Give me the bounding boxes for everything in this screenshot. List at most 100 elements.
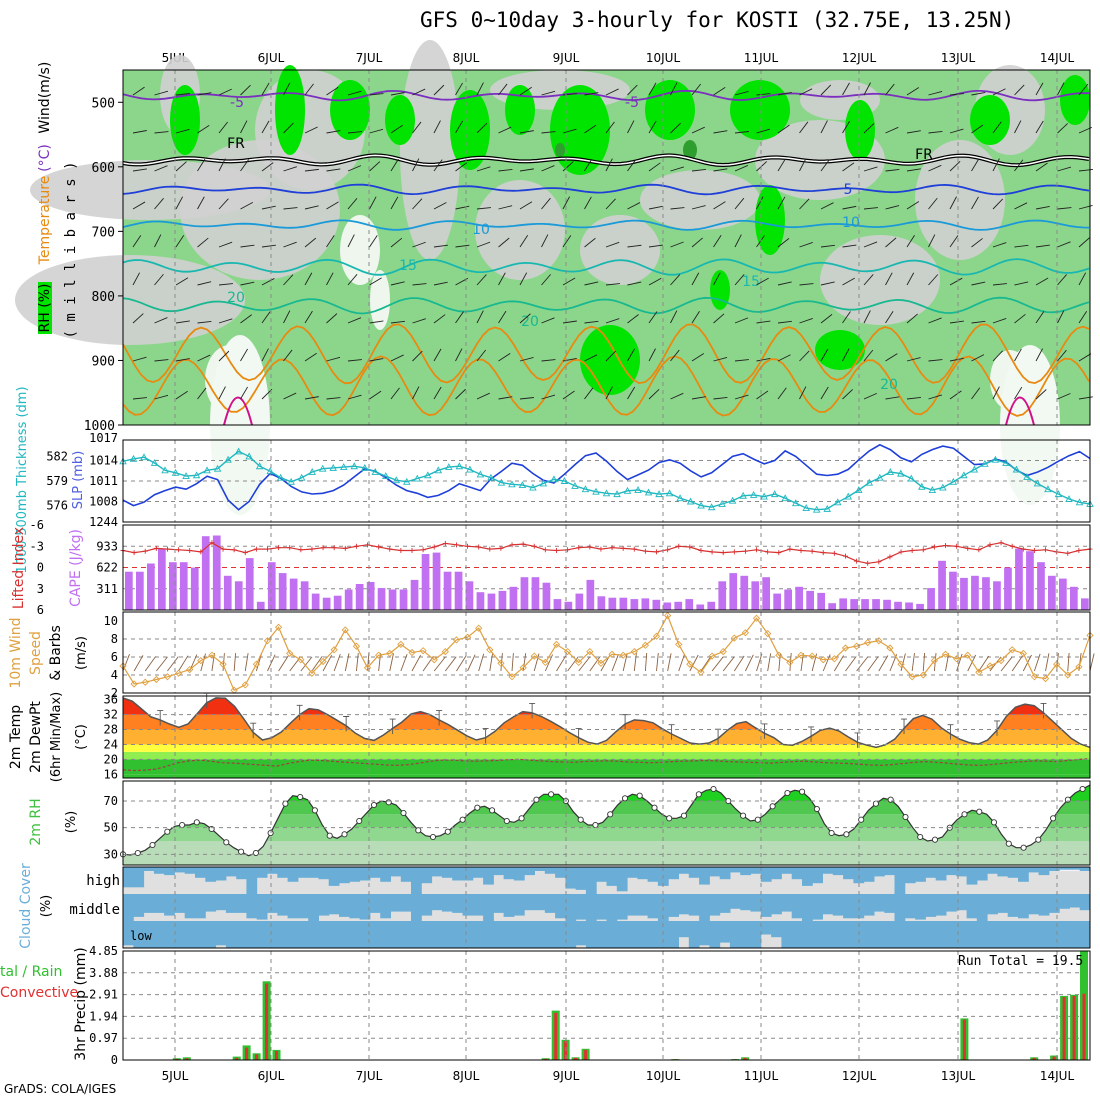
wind-barb xyxy=(842,120,851,134)
cape-bar xyxy=(817,592,825,610)
wind-barb xyxy=(756,128,771,134)
wind-barb xyxy=(756,320,771,324)
wind10-point xyxy=(141,678,149,686)
wind-barb xyxy=(455,348,463,362)
cloud-bar xyxy=(441,867,453,878)
li-point xyxy=(965,545,971,551)
contour-label: FR xyxy=(915,147,933,163)
wind-barb xyxy=(605,198,616,210)
cloud-bar xyxy=(781,894,793,912)
thickness-point xyxy=(581,485,590,493)
wind-barb xyxy=(519,168,534,172)
cape-bar xyxy=(619,597,628,610)
thickness-point xyxy=(329,463,337,471)
minmax-whisker xyxy=(947,724,954,740)
cloud-bar xyxy=(174,921,186,948)
li-cape-panel xyxy=(120,525,1093,610)
li-point xyxy=(609,545,615,551)
cape-bar xyxy=(916,603,924,610)
wind10-barb xyxy=(733,655,745,672)
cloud-bar xyxy=(843,894,854,919)
wind-barb xyxy=(326,235,335,248)
wind-barb xyxy=(971,387,981,400)
cloud-bar xyxy=(647,867,659,882)
wind-barb xyxy=(734,131,749,134)
wind-barb xyxy=(648,162,661,172)
li-point xyxy=(253,546,259,552)
wind10-point xyxy=(452,636,461,644)
wind10-barb xyxy=(611,654,619,672)
y-tick-label: 1000 xyxy=(84,419,115,434)
wind-barb xyxy=(605,350,617,362)
temp2m-axis-label: 2m Temp xyxy=(8,705,24,769)
li-point xyxy=(276,545,282,551)
cape-bar xyxy=(707,601,716,610)
wind-barb xyxy=(820,120,828,134)
li-point xyxy=(598,546,604,552)
cloud-bar xyxy=(534,894,546,911)
rh-high-patch xyxy=(645,80,695,140)
thickness-point xyxy=(760,492,768,500)
thickness-point xyxy=(791,499,800,507)
cloud-bar xyxy=(1028,867,1040,873)
cape-bar xyxy=(169,562,177,610)
wind-barb xyxy=(455,244,470,248)
cloud-bar xyxy=(647,921,659,948)
cloud-bar xyxy=(946,867,957,876)
thickness-point xyxy=(613,490,621,498)
slp-tick-label: 1014 xyxy=(89,454,118,468)
wind-barb xyxy=(992,121,1002,134)
wind-barb xyxy=(691,396,706,400)
thickness-point xyxy=(266,467,274,475)
wind-barb xyxy=(777,124,790,134)
thickness-axis-label: 1000-500mb Thickness (dm) xyxy=(15,386,30,573)
wind-barb xyxy=(648,120,657,134)
wind-barb xyxy=(562,196,570,210)
cape-bar xyxy=(179,562,188,610)
wind-barb xyxy=(433,120,441,134)
wind-barb xyxy=(713,272,721,286)
rh2m-point xyxy=(858,816,865,823)
cloud-bar xyxy=(421,867,433,884)
li-point xyxy=(542,547,548,553)
rh2m-point xyxy=(1035,836,1042,843)
precip-convective-bar xyxy=(235,1057,239,1060)
cape-bar xyxy=(1081,598,1089,610)
cloud-bar xyxy=(524,894,535,911)
wind-barb xyxy=(777,281,792,286)
wind10-barb xyxy=(322,654,332,672)
li-point xyxy=(387,546,393,552)
cloud-middle-label: middle xyxy=(69,902,120,918)
minmax-whisker xyxy=(389,718,396,735)
thickness-point xyxy=(781,494,789,502)
wind10-point xyxy=(1008,646,1016,654)
rh2m-point xyxy=(179,821,186,829)
cloud-bar xyxy=(143,921,155,948)
cloud-bar xyxy=(894,921,906,948)
li-point xyxy=(431,544,437,550)
wind-barb xyxy=(1035,206,1050,210)
wind10-line xyxy=(122,614,1091,692)
wind-barb xyxy=(627,386,636,400)
wind-barb xyxy=(562,93,577,96)
cloud-bar xyxy=(1018,867,1029,882)
cloud-bar xyxy=(441,921,453,948)
wind-barb xyxy=(175,196,184,210)
wind10-point xyxy=(908,673,916,681)
cloud-bar xyxy=(390,921,402,948)
wind-barb xyxy=(1078,353,1092,362)
wind-barb xyxy=(562,320,577,324)
temp2m-tick-label: 28 xyxy=(104,723,118,737)
wind-barb xyxy=(175,235,185,248)
thickness-point xyxy=(1023,472,1031,480)
cloud-bar xyxy=(1038,921,1050,948)
date-tick-top: 6JUL xyxy=(258,51,285,65)
wind-barb xyxy=(605,241,620,248)
li-point xyxy=(987,542,993,548)
thickness-point xyxy=(529,483,537,491)
rh2m-point xyxy=(931,836,939,843)
rh-verylow-patch xyxy=(370,270,390,330)
cloud-bar xyxy=(575,867,587,890)
cloud-bar xyxy=(215,921,227,946)
wind-barb xyxy=(154,165,168,172)
